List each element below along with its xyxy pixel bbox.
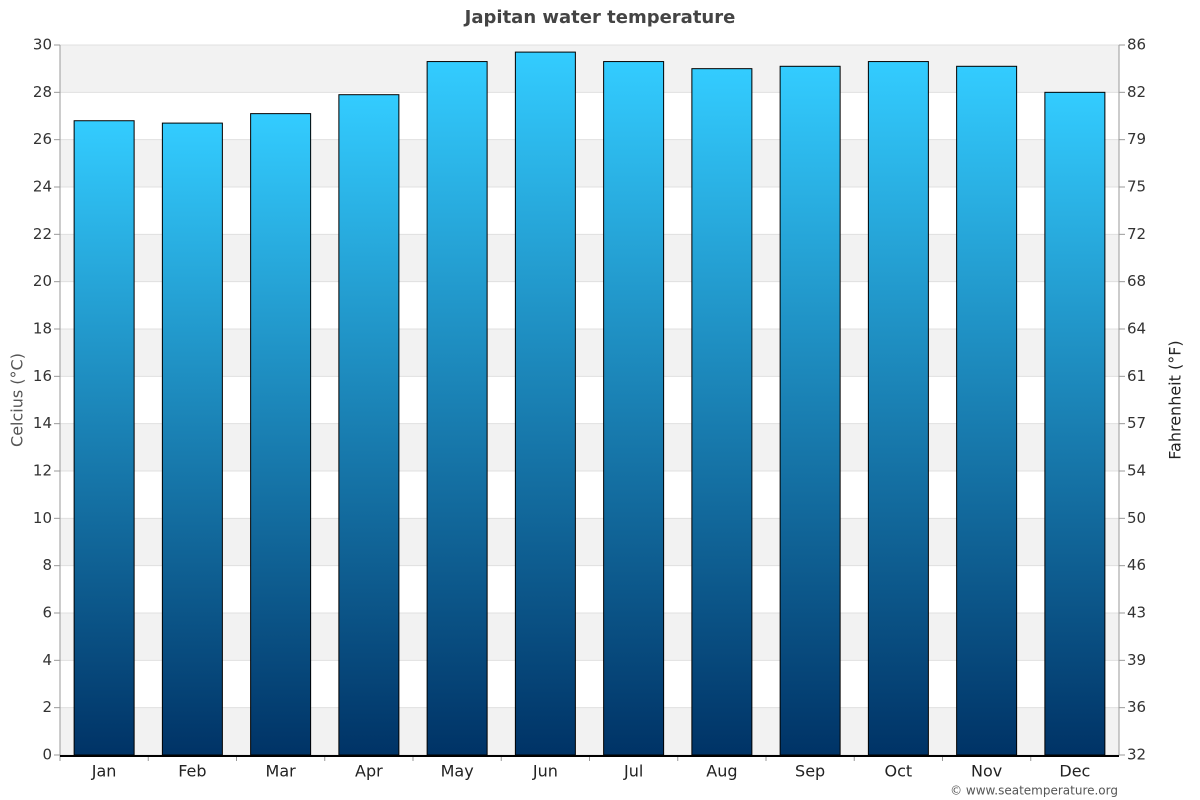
y-tick-label: 18 [33, 320, 52, 338]
y2-tick-label: 86 [1127, 36, 1146, 54]
grid-band [60, 45, 1119, 93]
y2-tick-label: 46 [1127, 556, 1146, 574]
grid-band [60, 707, 1119, 755]
bar [603, 61, 665, 756]
y2-tick-label: 72 [1127, 225, 1146, 243]
x-tick-label: Jun [532, 762, 558, 781]
bar [1044, 91, 1106, 756]
y2-tick-label: 32 [1127, 746, 1146, 764]
y-tick-label: 8 [42, 556, 52, 574]
bar [338, 94, 400, 756]
bar [956, 65, 1018, 756]
y2-tick-label: 82 [1127, 83, 1146, 101]
bar [73, 120, 135, 756]
y-tick-label: 2 [42, 698, 52, 716]
y2-tick-label: 75 [1127, 178, 1146, 196]
y-tick-label: 6 [42, 604, 52, 622]
grid-band [60, 234, 1119, 282]
y2-tick-label: 57 [1127, 414, 1146, 432]
x-tick-label: Apr [355, 762, 383, 781]
y2-tick-label: 39 [1127, 651, 1146, 669]
x-tick-label: Jul [623, 762, 643, 781]
y-tick-label: 28 [33, 83, 52, 101]
y-tick-label: 26 [33, 130, 52, 148]
y2-tick-label: 36 [1127, 698, 1146, 716]
y2-tick-label: 50 [1127, 509, 1146, 527]
y2-tick-label: 64 [1127, 320, 1146, 338]
x-tick-label: Aug [706, 762, 737, 781]
y2-tick-label: 79 [1127, 130, 1146, 148]
x-tick-label: Mar [266, 762, 297, 781]
grid-band [60, 423, 1119, 471]
y2-tick-label: 61 [1127, 367, 1146, 385]
y-tick-label: 12 [33, 462, 52, 480]
x-tick-label: Dec [1059, 762, 1090, 781]
y2-axis-label: Fahrenheit (°F) [1166, 340, 1185, 459]
y-tick-label: 16 [33, 367, 52, 385]
x-tick-label: Feb [178, 762, 206, 781]
grid-band [60, 613, 1119, 661]
bar [426, 61, 488, 756]
y-tick-label: 24 [33, 178, 52, 196]
bar [867, 61, 929, 756]
footer: © www.seatemperature.org [950, 784, 1118, 798]
bar [779, 65, 841, 756]
y2-tick-label: 54 [1127, 462, 1146, 480]
x-tick-label: Sep [795, 762, 825, 781]
grid-band [60, 518, 1119, 566]
y-tick-label: 4 [42, 651, 52, 669]
grid-band [60, 329, 1119, 377]
bar [691, 68, 753, 756]
y-tick-label: 14 [33, 414, 52, 432]
y-tick-label: 0 [42, 746, 52, 764]
y-tick-label: 30 [33, 36, 52, 54]
chart-title: Japitan water temperature [463, 7, 736, 28]
grid-band [60, 139, 1119, 187]
bar [250, 113, 312, 756]
y2-tick-label: 68 [1127, 272, 1146, 290]
y-tick-label: 22 [33, 225, 52, 243]
x-tick-label: May [441, 762, 474, 781]
x-tick-label: Oct [885, 762, 913, 781]
bar [514, 51, 576, 756]
x-tick-label: Nov [971, 762, 1002, 781]
x-tick-label: Jan [91, 762, 117, 781]
y2-tick-label: 43 [1127, 604, 1146, 622]
bar [161, 122, 223, 756]
y-axis-label: Celcius (°C) [8, 353, 27, 447]
y-tick-label: 10 [33, 509, 52, 527]
y-tick-label: 20 [33, 272, 52, 290]
